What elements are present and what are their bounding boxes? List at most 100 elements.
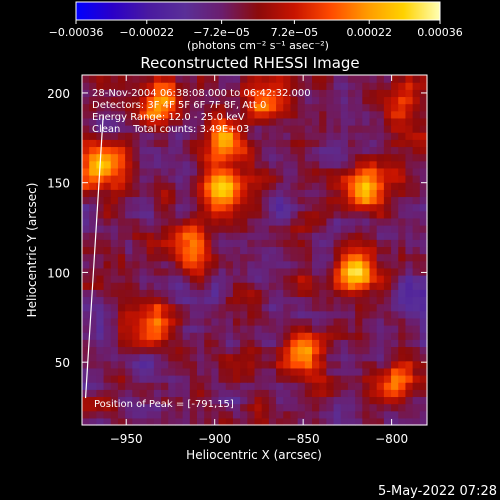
heatmap-cell [419, 339, 428, 348]
heatmap-cell [312, 103, 320, 112]
heatmap-cell [362, 210, 371, 219]
heatmap-cell [232, 82, 241, 90]
heatmap-cell [283, 403, 292, 412]
heatmap-cell [369, 332, 378, 340]
heatmap-cell [405, 367, 414, 376]
heatmap-cell [268, 132, 277, 140]
heatmap-cell [197, 103, 205, 112]
heatmap-cell [232, 210, 241, 219]
heatmap-cell [412, 89, 421, 98]
heatmap-cell [197, 146, 205, 155]
heatmap-cell [168, 303, 177, 312]
heatmap-cell [161, 403, 169, 412]
heatmap-cell [96, 389, 105, 398]
heatmap-cell [283, 310, 292, 319]
heatmap-cell [304, 375, 313, 383]
heatmap-cell [125, 75, 133, 83]
heatmap-cell [110, 382, 119, 390]
heatmap-cell [319, 246, 327, 255]
heatmap-cell [189, 417, 198, 426]
heatmap-cell [110, 367, 119, 376]
heatmap-cell [232, 175, 241, 183]
heatmap-cell [197, 282, 205, 290]
heatmap-cell [398, 203, 407, 212]
colorbar-tick-label: −0.00022 [119, 26, 174, 39]
heatmap-cell [276, 132, 284, 140]
heatmap-cell [340, 246, 349, 255]
heatmap-cell [103, 353, 112, 362]
heatmap-cell [376, 417, 385, 426]
heatmap-cell [153, 75, 162, 83]
heatmap-cell [290, 160, 299, 169]
heatmap-cell [333, 225, 342, 233]
heatmap-cell [362, 375, 371, 383]
heatmap-cell [218, 332, 227, 340]
heatmap-cell [146, 353, 155, 362]
heatmap-cell [333, 382, 342, 390]
heatmap-cell [175, 289, 184, 298]
heatmap-cell [218, 196, 227, 205]
heatmap-cell [103, 339, 112, 348]
heatmap-cell [82, 367, 90, 376]
heatmap-cell [82, 396, 90, 405]
heatmap-cell [276, 196, 284, 205]
heatmap-cell [376, 289, 385, 298]
heatmap-cell [189, 353, 198, 362]
heatmap-cell [376, 325, 385, 333]
heatmap-cell [211, 110, 220, 119]
colorbar: −0.00036 −0.00022 −7.2e−05 7.2e−05 0.00022 0.… [49, 1, 463, 52]
heatmap-cell [218, 139, 227, 148]
heatmap-cell [139, 117, 148, 126]
heatmap-cell [398, 132, 407, 140]
heatmap-cell [362, 196, 371, 205]
heatmap-cell [89, 167, 97, 176]
heatmap-cell [398, 282, 407, 290]
heatmap-cell [383, 160, 392, 169]
heatmap-cell [362, 296, 371, 305]
heatmap-cell [211, 296, 220, 305]
heatmap-cell [376, 225, 385, 233]
heatmap-cell [132, 232, 141, 240]
heatmap-cell [340, 160, 349, 169]
heatmap-cell [197, 203, 205, 212]
heatmap-cell [132, 375, 141, 383]
heatmap-cell [405, 132, 414, 140]
heatmap-cell [218, 239, 227, 248]
heatmap-cell [383, 125, 392, 133]
heatmap-cell [355, 367, 363, 376]
heatmap-cell [376, 139, 385, 148]
heatmap-cell [362, 360, 371, 369]
heatmap-cell [247, 217, 256, 226]
heatmap-cell [225, 167, 234, 176]
heatmap-cell [139, 417, 148, 426]
heatmap-cell [125, 303, 133, 312]
heatmap-cell [340, 203, 349, 212]
heatmap-cell [96, 103, 105, 112]
heatmap-cell [168, 232, 177, 240]
heatmap-cell [211, 146, 220, 155]
heatmap-cell [204, 96, 212, 105]
heatmap-cell [376, 217, 385, 226]
heatmap-cell [225, 396, 234, 405]
heatmap-cell [247, 339, 256, 348]
heatmap-cell [391, 132, 399, 140]
heatmap-cell [326, 332, 335, 340]
heatmap-cell [340, 110, 349, 119]
heatmap-cell [391, 360, 399, 369]
heatmap-cell [347, 260, 356, 269]
heatmap-cell [89, 110, 97, 119]
heatmap-cell [225, 289, 234, 298]
heatmap-cell [204, 175, 212, 183]
heatmap-cell [182, 389, 191, 398]
heatmap-cell [297, 117, 306, 126]
heatmap-cell [182, 332, 191, 340]
heatmap-cell [182, 339, 191, 348]
heatmap-cell [211, 317, 220, 326]
heatmap-cell [261, 317, 270, 326]
heatmap-cell [391, 225, 399, 233]
heatmap-cell [290, 303, 299, 312]
heatmap-cell [319, 110, 327, 119]
heatmap-cell [261, 360, 270, 369]
heatmap-cell [153, 410, 162, 419]
heatmap-cell [333, 325, 342, 333]
